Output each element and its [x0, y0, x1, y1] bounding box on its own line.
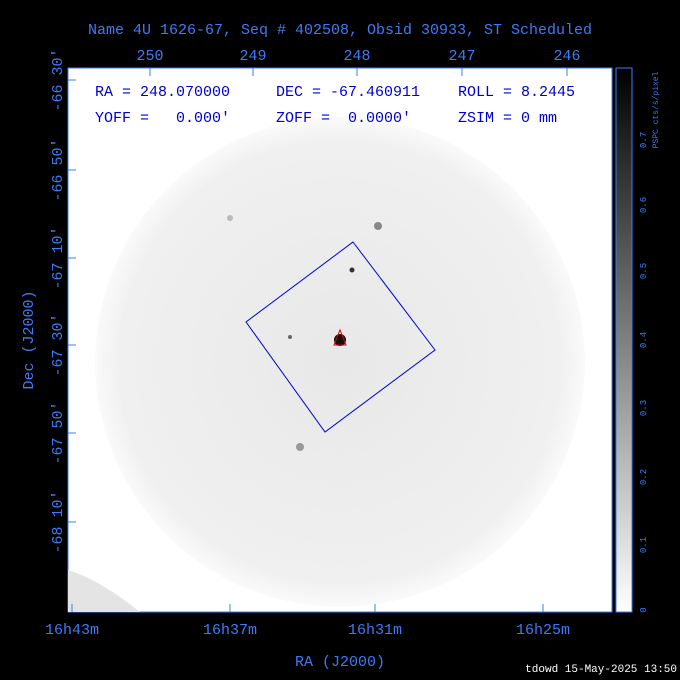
colorbar-tick-label: 0.3: [639, 400, 649, 416]
field-corner: [68, 570, 140, 612]
top-tick-label: 246: [553, 48, 580, 65]
bottom-tick-label: 16h37m: [203, 622, 257, 639]
title: Name 4U 1626-67, Seq # 402508, Obsid 309…: [88, 22, 592, 39]
top-tick-label: 250: [136, 48, 163, 65]
colorbar-tick-label: 0.7: [639, 132, 649, 148]
source: [288, 335, 292, 339]
fov-square: [245, 241, 436, 433]
field: [95, 117, 585, 607]
info: ROLL = 8.2445: [458, 84, 575, 101]
colorbar-label: PSPC cts/s/pixel: [652, 71, 661, 148]
bottom-tick-label: 16h31m: [348, 622, 402, 639]
source: [227, 215, 233, 221]
sky-image: [68, 117, 585, 612]
top-tick-label: 247: [448, 48, 475, 65]
info: ZSIM = 0 mm: [458, 110, 557, 127]
bottom-tick-label: 16h25m: [516, 622, 570, 639]
colorbar-tick-label: 0: [639, 607, 649, 612]
top-tick-label: 248: [343, 48, 370, 65]
info: DEC = -67.460911: [276, 84, 420, 101]
x-axis-label: RA (J2000): [295, 654, 385, 671]
source: [296, 443, 304, 451]
top-tick-label: 249: [239, 48, 266, 65]
colorbar-tick-label: 0.2: [639, 469, 649, 485]
left-tick-label: -66 30': [50, 48, 67, 111]
left-tick-label: -67 10': [50, 226, 67, 289]
info: YOFF = 0.000': [95, 110, 230, 127]
left-tick-label: -67 50': [50, 401, 67, 464]
footer: tdowd 15-May-2025 13:50: [525, 664, 677, 676]
colorbar-tick-label: 0.4: [639, 332, 649, 348]
source: [349, 267, 355, 273]
colorbar-tick-label: 0.5: [639, 263, 649, 279]
left-tick-label: -67 30': [50, 313, 67, 376]
left-tick-label: -68 10': [50, 490, 67, 553]
colorbar: [615, 67, 633, 613]
info: RA = 248.070000: [95, 84, 230, 101]
bottom-tick-label: 16h43m: [45, 622, 99, 639]
left-tick-label: -66 50': [50, 138, 67, 201]
info: ZOFF = 0.0000': [276, 110, 411, 127]
source: [374, 222, 382, 230]
target-marker: [333, 328, 347, 346]
y-axis-label: Dec (J2000): [21, 290, 38, 389]
colorbar-tick-label: 0.6: [639, 197, 649, 213]
colorbar-tick-label: 0.1: [639, 537, 649, 553]
